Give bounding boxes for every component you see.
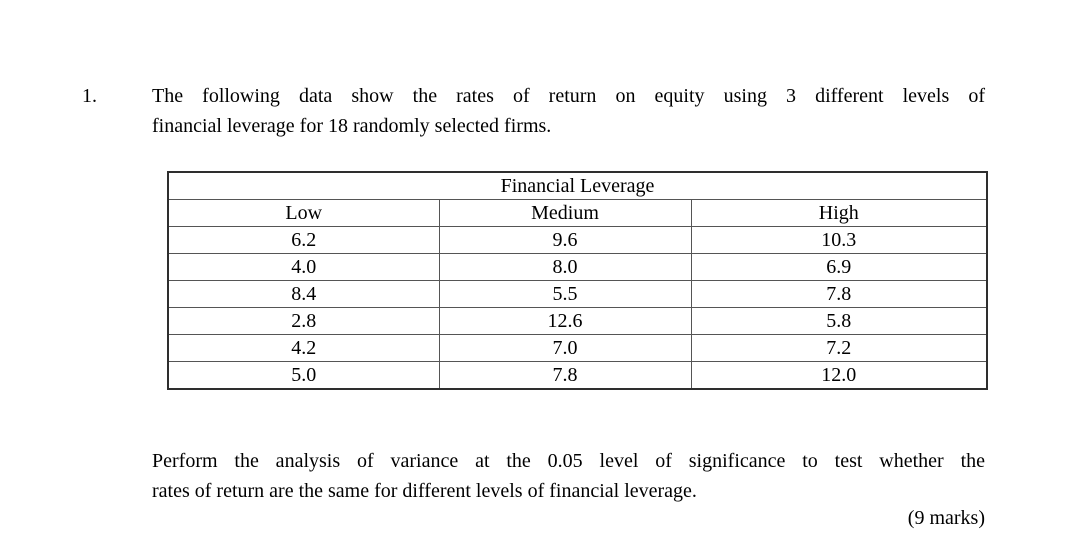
table-cell: 4.0 bbox=[167, 253, 440, 281]
table-cell: 5.5 bbox=[438, 280, 692, 308]
table-row: 4.0 8.0 6.9 bbox=[167, 253, 988, 281]
table-cell: 8.4 bbox=[167, 280, 440, 308]
table-row: 8.4 5.5 7.8 bbox=[167, 280, 988, 308]
table-cell: 9.6 bbox=[438, 226, 692, 254]
table-cell: 10.3 bbox=[690, 226, 988, 254]
table-cell: 6.2 bbox=[167, 226, 440, 254]
table-body: 6.2 9.6 10.3 4.0 8.0 6.9 8.4 5.5 7.8 2.8 12.6 5.8 4.… bbox=[167, 226, 988, 390]
table-cell: 4.2 bbox=[167, 334, 440, 362]
marks-label: (9 marks) bbox=[907, 507, 985, 529]
column-header-medium: Medium bbox=[438, 199, 692, 227]
intro-line-1: The following data show the rates of ret… bbox=[152, 85, 985, 107]
table-cell: 5.8 bbox=[690, 307, 988, 335]
column-header-low: Low bbox=[167, 199, 440, 227]
table-cell: 7.8 bbox=[690, 280, 988, 308]
task-paragraph: Perform the analysis of variance at the … bbox=[152, 446, 985, 506]
table-cell: 7.8 bbox=[438, 361, 692, 390]
table-cell: 6.9 bbox=[690, 253, 988, 281]
table-row: 2.8 12.6 5.8 bbox=[167, 307, 988, 335]
table-row: 5.0 7.8 12.0 bbox=[167, 361, 988, 390]
table-title-row: Financial Leverage bbox=[167, 171, 988, 200]
table-header-row: Low Medium High bbox=[167, 199, 988, 227]
task-line-1: Perform the analysis of variance at the … bbox=[152, 450, 985, 472]
task-line-2: rates of return are the same for differe… bbox=[152, 480, 697, 502]
table-title: Financial Leverage bbox=[167, 171, 988, 200]
intro-paragraph: The following data show the rates of ret… bbox=[152, 81, 985, 141]
intro-line-2: financial leverage for 18 randomly selec… bbox=[152, 115, 552, 137]
table-cell: 2.8 bbox=[167, 307, 440, 335]
column-header-high: High bbox=[690, 199, 988, 227]
question-number: 1. bbox=[82, 85, 97, 107]
table-cell: 12.6 bbox=[438, 307, 692, 335]
table-cell: 5.0 bbox=[167, 361, 440, 390]
table-cell: 7.2 bbox=[690, 334, 988, 362]
table-cell: 8.0 bbox=[438, 253, 692, 281]
table-row: 4.2 7.0 7.2 bbox=[167, 334, 988, 362]
table-cell: 12.0 bbox=[690, 361, 988, 390]
financial-leverage-table: Financial Leverage Low Medium High 6.2 9.… bbox=[167, 171, 988, 390]
table-row: 6.2 9.6 10.3 bbox=[167, 226, 988, 254]
table-cell: 7.0 bbox=[438, 334, 692, 362]
